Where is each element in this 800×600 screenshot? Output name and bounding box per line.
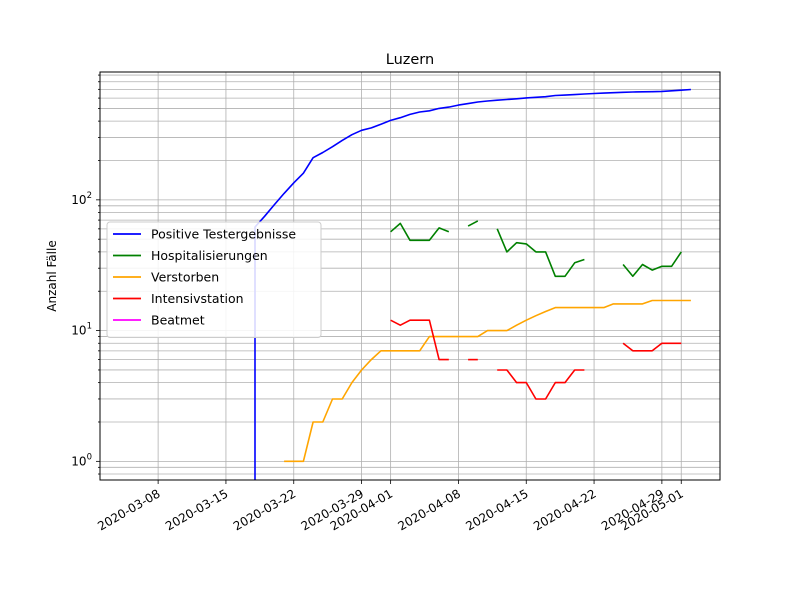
series-line	[496, 228, 585, 278]
series-line	[497, 369, 585, 400]
series-line	[390, 319, 449, 361]
series-line	[467, 220, 479, 227]
chart-title: Luzern	[386, 52, 434, 68]
series-line	[254, 88, 691, 480]
series-line	[390, 222, 450, 242]
series-line	[284, 299, 691, 463]
legend-label: Positive Testergebnisse	[151, 227, 296, 242]
plot-frame	[99, 71, 721, 481]
series-line	[622, 342, 682, 352]
legend-label: Hospitalisierungen	[151, 248, 268, 263]
legend-box	[106, 221, 322, 338]
legend: Positive Testergebnisse Hospitalisierunge…	[106, 221, 322, 338]
plot-series	[254, 88, 691, 480]
legend-label: Verstorben	[151, 270, 219, 285]
legend-label: Beatmet	[151, 313, 205, 328]
grid	[100, 72, 720, 480]
series-line	[622, 251, 682, 278]
y-axis-label: Anzahl Fälle	[45, 240, 59, 311]
legend-label: Intensivstation	[151, 291, 244, 306]
